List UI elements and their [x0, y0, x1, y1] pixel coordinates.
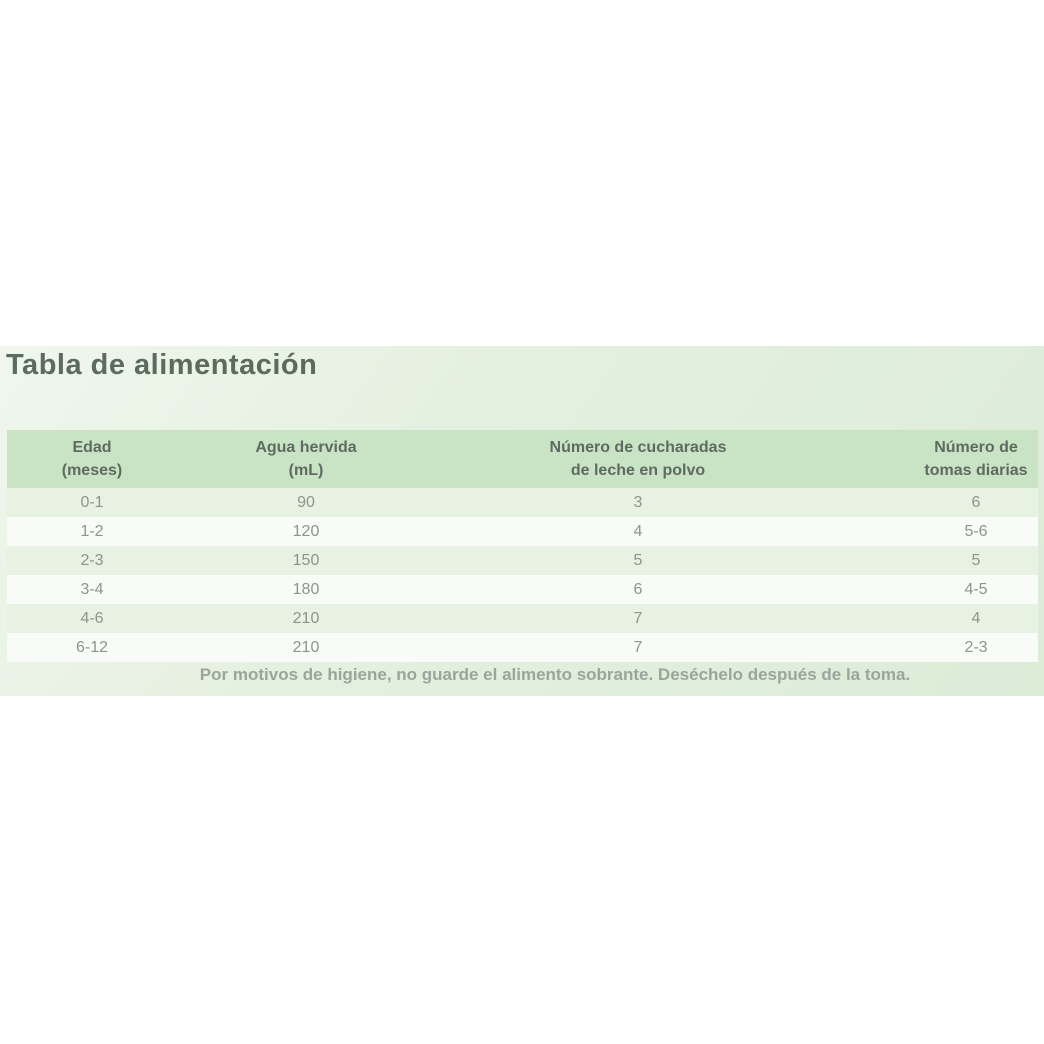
cell-tomas: 5-6 — [841, 517, 1038, 546]
cell-tomas: 4 — [841, 604, 1038, 633]
page-title: Tabla de alimentación — [6, 349, 318, 381]
table-row: 2-3 150 5 5 — [7, 546, 1038, 575]
column-header-tomas-diarias: Número de tomas diarias — [841, 430, 1038, 488]
column-header-cucharadas: Número de cucharadas de leche en polvo — [435, 430, 841, 488]
table-row: 6-12 210 7 2-3 — [7, 633, 1038, 662]
table-row: 1-2 120 4 5-6 — [7, 517, 1038, 546]
cell-tomas: 2-3 — [841, 633, 1038, 662]
feeding-table: Edad (meses) Agua hervida (mL) Número de… — [7, 430, 1038, 662]
cell-tomas: 6 — [841, 488, 1038, 517]
cell-cucharadas: 5 — [435, 546, 841, 575]
cell-agua: 90 — [177, 488, 435, 517]
column-header-line: tomas diarias — [924, 462, 1028, 479]
cell-edad: 6-12 — [7, 633, 177, 662]
column-header-line: (meses) — [61, 462, 123, 479]
cell-cucharadas: 3 — [435, 488, 841, 517]
cell-edad: 1-2 — [7, 517, 177, 546]
cell-agua: 210 — [177, 604, 435, 633]
feeding-table-panel: Tabla de alimentación Edad (meses) Agua … — [0, 346, 1044, 696]
column-header-line: Número de — [934, 439, 1018, 456]
cell-edad: 4-6 — [7, 604, 177, 633]
cell-cucharadas: 7 — [435, 604, 841, 633]
column-header-edad: Edad (meses) — [7, 430, 177, 488]
column-header-line: Edad — [72, 439, 112, 456]
cell-cucharadas: 4 — [435, 517, 841, 546]
hygiene-note: Por motivos de higiene, no guarde el ali… — [199, 665, 911, 684]
table-row: 3-4 180 6 4-5 — [7, 575, 1038, 604]
cell-edad: 0-1 — [7, 488, 177, 517]
table-row: 4-6 210 7 4 — [7, 604, 1038, 633]
cell-cucharadas: 6 — [435, 575, 841, 604]
cell-agua: 210 — [177, 633, 435, 662]
cell-agua: 150 — [177, 546, 435, 575]
cell-cucharadas: 7 — [435, 633, 841, 662]
cell-edad: 2-3 — [7, 546, 177, 575]
column-header-line: (mL) — [288, 462, 324, 479]
column-header-line: Agua hervida — [255, 439, 357, 456]
column-header-agua-hervida: Agua hervida (mL) — [177, 430, 435, 488]
table-row: 0-1 90 3 6 — [7, 488, 1038, 517]
column-header-line: de leche en polvo — [570, 462, 706, 479]
cell-edad: 3-4 — [7, 575, 177, 604]
cell-agua: 180 — [177, 575, 435, 604]
cell-agua: 120 — [177, 517, 435, 546]
table-header-row: Edad (meses) Agua hervida (mL) Número de… — [7, 430, 1038, 488]
cell-tomas: 4-5 — [841, 575, 1038, 604]
column-header-line: Número de cucharadas — [549, 439, 727, 456]
cell-tomas: 5 — [841, 546, 1038, 575]
